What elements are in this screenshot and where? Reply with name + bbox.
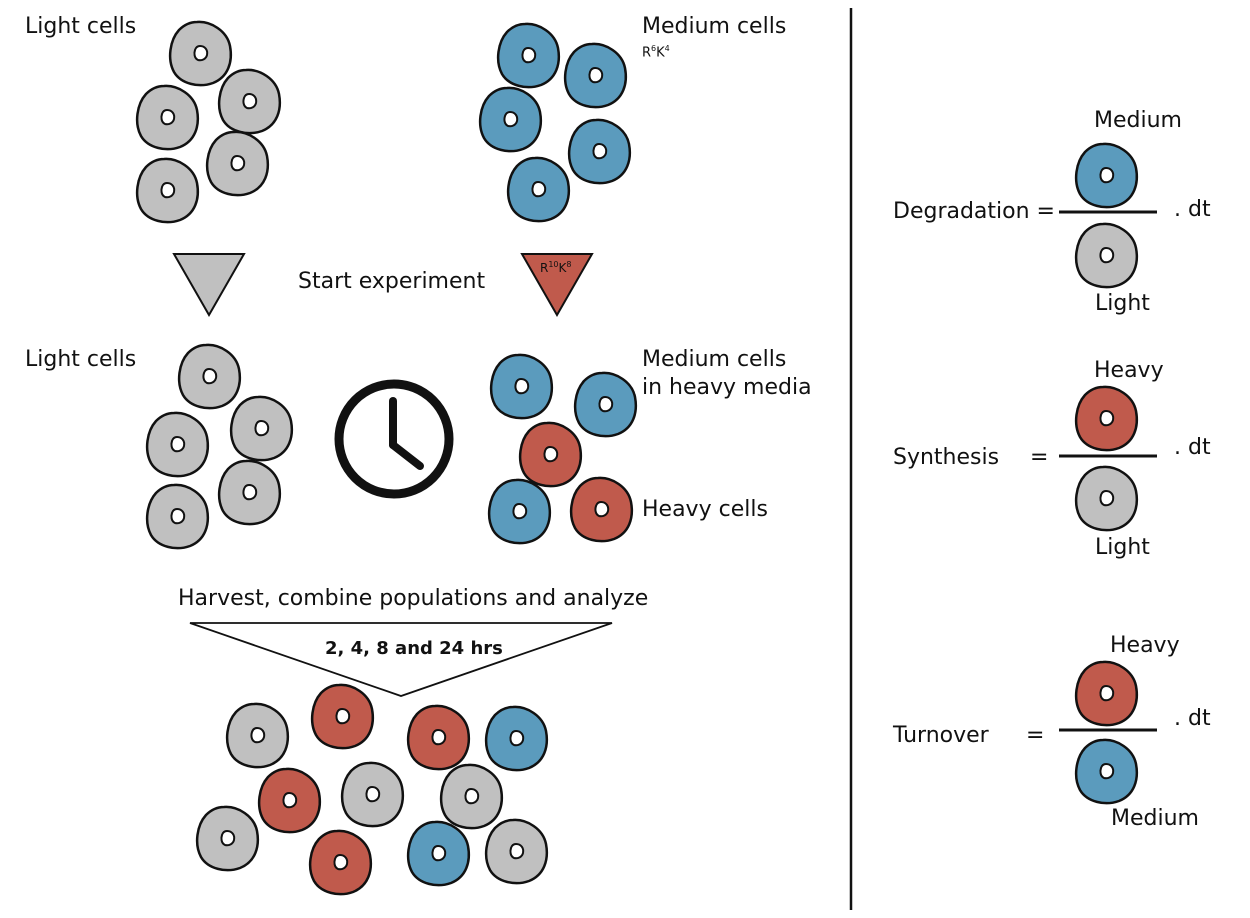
light-cell <box>484 818 549 885</box>
heavy-cell <box>257 767 322 834</box>
synthesis-denominator-label: Light <box>1095 535 1150 560</box>
clock-icon <box>334 379 454 499</box>
light-cells-top-label: Light cells <box>25 14 137 39</box>
light-cell <box>145 411 210 478</box>
light-cell <box>177 343 242 410</box>
light-cell <box>439 763 504 830</box>
medium-cell <box>563 42 628 109</box>
heavy-start-triangle <box>520 253 594 318</box>
start-experiment-label: Start experiment <box>298 269 486 294</box>
light-cell <box>168 20 233 87</box>
light-cell <box>229 395 294 462</box>
medium-cell <box>478 86 543 153</box>
turnover-formula-graphic <box>1059 660 1157 805</box>
medium-heavy-label-line1: Medium cells <box>642 347 787 372</box>
light-cell <box>217 459 282 526</box>
degradation-denominator-label: Light <box>1095 291 1150 316</box>
medium-cell <box>506 156 571 223</box>
synthesis-equals-label: = <box>1030 445 1049 470</box>
heavy-cell <box>406 704 471 771</box>
light-cell <box>205 130 270 197</box>
combined-cells-group <box>195 683 549 896</box>
medium-cell-denominator <box>1074 738 1139 805</box>
heavy-cell <box>308 829 373 896</box>
turnover-equals-label: = <box>1026 723 1045 748</box>
medium-cell <box>567 118 632 185</box>
degradation-name-label: Degradation = <box>893 199 1055 224</box>
medium-cell <box>406 820 471 887</box>
heavy-cell-numerator <box>1074 660 1139 727</box>
synthesis-formula-graphic <box>1059 385 1157 532</box>
synthesis-suffix-label: . dt <box>1174 435 1211 460</box>
medium-heavy-label-line2: in heavy media <box>642 375 812 400</box>
light-start-triangle <box>172 253 246 318</box>
harvest-label: Harvest, combine populations and analyze <box>178 586 649 611</box>
medium-cell <box>573 371 638 438</box>
turnover-suffix-label: . dt <box>1174 706 1211 731</box>
light-cell-denominator <box>1074 465 1139 532</box>
light-cell <box>135 84 200 151</box>
medium-cell <box>487 478 552 545</box>
synthesis-name-label: Synthesis <box>893 445 1000 470</box>
degradation-suffix-label: . dt <box>1174 197 1211 222</box>
light-cell <box>195 805 260 872</box>
medium-cells-top-label: Medium cells <box>642 14 787 39</box>
timepoints-label: 2, 4, 8 and 24 hrs <box>325 638 503 659</box>
harvest-funnel-triangle <box>189 622 613 697</box>
medium-cell-numerator <box>1074 142 1139 209</box>
turnover-denominator-label: Medium <box>1111 806 1199 831</box>
medium-cells-top-group <box>478 22 632 223</box>
heavy-cell <box>518 421 583 488</box>
medium-cell <box>489 353 554 420</box>
heavy-cell <box>569 476 634 543</box>
light-cells-top-group <box>135 20 282 224</box>
light-cell-denominator <box>1074 222 1139 289</box>
light-cell <box>135 157 200 224</box>
heavy-cell <box>310 683 375 750</box>
medium-heavy-cells-mid-group <box>487 353 638 545</box>
medium-isotope-label: R6K4 <box>642 44 670 61</box>
light-cell <box>145 483 210 550</box>
turnover-numerator-label: Heavy <box>1110 633 1180 658</box>
heavy-isotope-label: R10K8 <box>540 260 572 275</box>
heavy-cells-label: Heavy cells <box>642 497 768 522</box>
synthesis-numerator-label: Heavy <box>1094 358 1164 383</box>
light-cell <box>225 702 290 769</box>
degradation-formula-graphic <box>1059 142 1157 289</box>
turnover-name-label: Turnover <box>893 723 989 748</box>
light-cells-mid-label: Light cells <box>25 347 137 372</box>
light-cell <box>217 68 282 135</box>
medium-cell <box>496 22 561 89</box>
light-cells-mid-group <box>145 343 294 550</box>
degradation-numerator-label: Medium <box>1094 108 1182 133</box>
heavy-cell-numerator <box>1074 385 1139 452</box>
light-cell <box>340 761 405 828</box>
medium-cell <box>484 705 549 772</box>
